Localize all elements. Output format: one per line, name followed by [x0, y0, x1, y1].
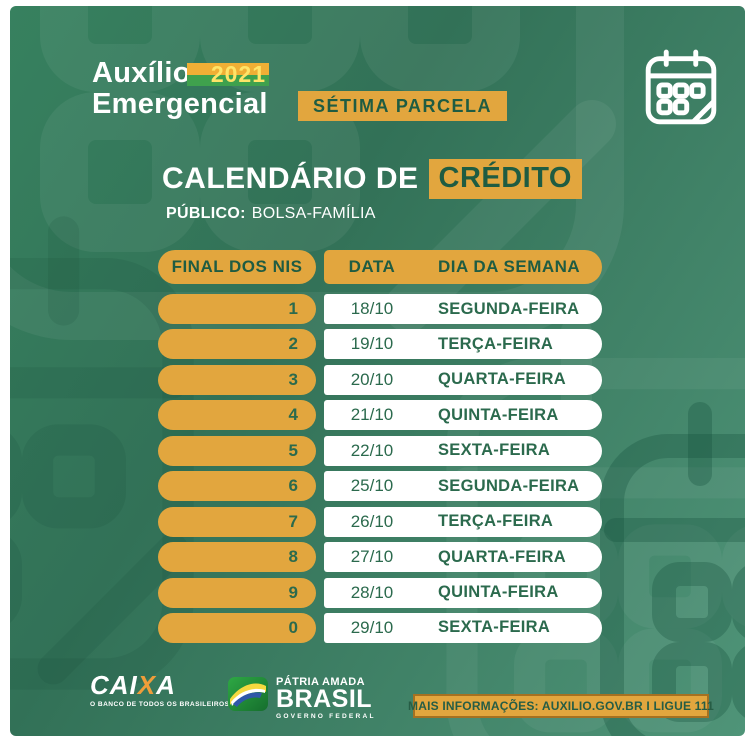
- row-info-pill: 26/10 TERÇA-FEIRA: [324, 506, 602, 537]
- caixa-logo-name: CAIXA: [90, 672, 230, 698]
- date-cell: 27/10: [350, 547, 394, 567]
- weekday-cell: SEGUNDA-FEIRA: [438, 476, 580, 495]
- nis-cell: 4: [158, 400, 316, 431]
- gov-logo-top: PÁTRIA AMADA: [276, 676, 365, 688]
- weekday-cell: TERÇA-FEIRA: [438, 334, 554, 353]
- parcela-badge-label: SÉTIMA PARCELA: [313, 95, 493, 116]
- table-row: 4 21/10 QUINTA-FEIRA: [158, 400, 602, 431]
- weekday-cell: SEGUNDA-FEIRA: [438, 299, 580, 318]
- date-cell: 21/10: [350, 405, 394, 425]
- nis-cell: 5: [158, 435, 316, 466]
- page-title: CALENDÁRIO DE CRÉDITO: [162, 159, 582, 199]
- nis-cell: 2: [158, 329, 316, 360]
- calendar-icon: [640, 48, 722, 130]
- table-row: 1 18/10 SEGUNDA-FEIRA: [158, 294, 602, 324]
- nis-cell: 1: [158, 294, 316, 324]
- row-info-pill: 28/10 QUINTA-FEIRA: [324, 577, 602, 608]
- row-info-pill: 18/10 SEGUNDA-FEIRA: [324, 294, 602, 324]
- row-info-pill: 25/10 SEGUNDA-FEIRA: [324, 471, 602, 502]
- weekday-cell: QUARTA-FEIRA: [438, 547, 566, 566]
- brasil-flag-icon: [228, 677, 268, 711]
- year-badge-label: 2021: [210, 61, 266, 87]
- info-bar-text: MAIS INFORMAÇÕES: AUXILIO.GOV.BR I LIGUE…: [408, 699, 714, 713]
- date-cell: 20/10: [350, 369, 394, 389]
- weekday-cell: QUARTA-FEIRA: [438, 370, 566, 389]
- gov-logo-bottom: GOVERNO FEDERAL: [276, 713, 376, 720]
- gov-logo-name: BRASIL: [276, 685, 373, 713]
- brand-line2: Emergencial: [92, 88, 268, 120]
- table-row: 8 27/10 QUARTA-FEIRA: [158, 542, 602, 573]
- table-row: 9 28/10 QUINTA-FEIRA: [158, 577, 602, 608]
- row-info-pill: 22/10 SEXTA-FEIRA: [324, 435, 602, 466]
- date-cell: 18/10: [350, 299, 394, 318]
- weekday-cell: QUINTA-FEIRA: [438, 405, 559, 424]
- nis-cell: 8: [158, 542, 316, 573]
- nis-cell: 3: [158, 364, 316, 395]
- table-row: 2 19/10 TERÇA-FEIRA: [158, 329, 602, 360]
- table-row: 5 22/10 SEXTA-FEIRA: [158, 435, 602, 466]
- caixa-name-part: CAI: [90, 670, 138, 700]
- column-header-dia: DIA DA SEMANA: [438, 257, 581, 276]
- info-bar: MAIS INFORMAÇÕES: AUXILIO.GOV.BR I LIGUE…: [408, 694, 714, 718]
- table-row: 3 20/10 QUARTA-FEIRA: [158, 364, 602, 395]
- date-cell: 19/10: [350, 334, 394, 354]
- publico-value: BOLSA-FAMÍLIA: [251, 205, 376, 222]
- weekday-cell: TERÇA-FEIRA: [438, 512, 554, 531]
- date-cell: 25/10: [350, 476, 394, 496]
- parcela-badge: SÉTIMA PARCELA: [298, 91, 508, 121]
- row-info-pill: 20/10 QUARTA-FEIRA: [324, 364, 602, 395]
- gov-logo-text: PÁTRIA AMADA BRASIL GOVERNO FEDERAL: [276, 676, 376, 721]
- weekday-cell: SEXTA-FEIRA: [438, 441, 551, 460]
- date-cell: 26/10: [350, 511, 394, 531]
- date-cell: 28/10: [350, 582, 394, 602]
- column-header-right: DATA DIA DA SEMANA: [324, 250, 602, 284]
- nis-cell: 9: [158, 577, 316, 608]
- poster-card: Auxílio Emergencial 2021 SÉTIMA PARCELA …: [10, 6, 745, 736]
- date-cell: 29/10: [350, 617, 394, 637]
- title-main: CALENDÁRIO DE: [162, 162, 419, 195]
- row-info-pill: 19/10 TERÇA-FEIRA: [324, 329, 602, 360]
- row-info-pill: 29/10 SEXTA-FEIRA: [324, 612, 602, 643]
- brand-line1: Auxílio: [92, 57, 191, 89]
- caixa-tagline: O BANCO DE TODOS OS BRASILEIROS: [90, 701, 230, 708]
- brand-logo: Auxílio Emergencial: [92, 58, 268, 120]
- table-body: 1 18/10 SEGUNDA-FEIRA 2 19/10 TERÇA-FEIR…: [158, 294, 602, 643]
- table-header-row: FINAL DOS NIS DATA DIA DA SEMANA: [158, 250, 602, 284]
- column-header-nis: FINAL DOS NIS: [158, 250, 316, 284]
- weekday-cell: SEXTA-FEIRA: [438, 618, 551, 637]
- table-row: 7 26/10 TERÇA-FEIRA: [158, 506, 602, 537]
- gov-logo: PÁTRIA AMADA BRASIL GOVERNO FEDERAL: [228, 677, 376, 720]
- credito-badge: CRÉDITO: [428, 159, 582, 199]
- weekday-cell: QUINTA-FEIRA: [438, 583, 559, 601]
- nis-cell: 0: [158, 612, 316, 643]
- publico-line: PÚBLICO: BOLSA-FAMÍLIA: [166, 205, 376, 223]
- table-row: 6 25/10 SEGUNDA-FEIRA: [158, 471, 602, 502]
- date-cell: 22/10: [350, 440, 394, 460]
- column-header-data: DATA: [348, 257, 396, 276]
- table-row: 0 29/10 SEXTA-FEIRA: [158, 612, 602, 643]
- nis-cell: 6: [158, 471, 316, 502]
- year-badge: 2021: [187, 63, 269, 86]
- caixa-name-part: A: [156, 670, 176, 700]
- nis-cell: 7: [158, 506, 316, 537]
- payment-calendar-table: FINAL DOS NIS DATA DIA DA SEMANA 1 18/10…: [158, 250, 602, 643]
- caixa-name-x: X: [137, 670, 157, 700]
- publico-label: PÚBLICO:: [166, 205, 246, 222]
- row-info-pill: 21/10 QUINTA-FEIRA: [324, 400, 602, 431]
- caixa-logo: CAIXA O BANCO DE TODOS OS BRASILEIROS: [90, 672, 230, 708]
- row-info-pill: 27/10 QUARTA-FEIRA: [324, 542, 602, 573]
